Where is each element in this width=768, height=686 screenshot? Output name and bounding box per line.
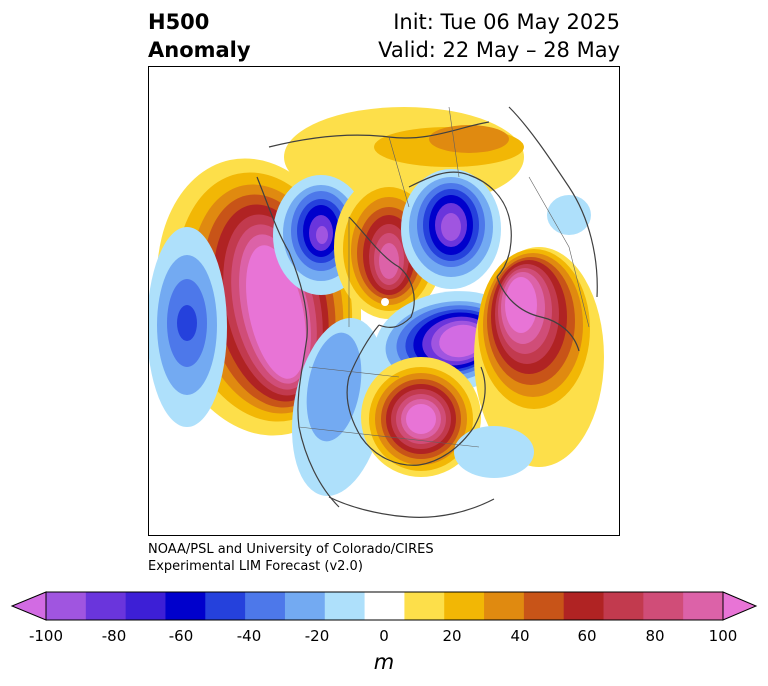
colorbar-segment <box>165 592 206 620</box>
init-date: Init: Tue 06 May 2025 <box>393 10 620 34</box>
colorbar-tick: -80 <box>101 627 127 645</box>
anomaly-europe-negative <box>454 195 591 478</box>
coastlines <box>256 106 598 518</box>
colorbar-arrow-left <box>10 591 47 621</box>
colorbar-segment <box>563 592 605 620</box>
colorbar-segment <box>125 592 166 620</box>
anomaly-western-us-negative <box>292 318 386 496</box>
anomaly-map <box>148 66 620 536</box>
colorbar-segment <box>364 592 405 620</box>
colorbar <box>10 591 758 621</box>
colorbar-segment <box>603 592 644 620</box>
map-title: H500 Anomaly <box>148 8 251 64</box>
colorbar-segment <box>245 592 286 620</box>
political-borders <box>298 106 590 448</box>
forecast-dates: Init: Tue 06 May 2025 Valid: 22 May – 28… <box>378 8 620 64</box>
colorbar-tick: 100 <box>708 627 738 645</box>
anomaly-nw-canada-negative <box>273 175 369 295</box>
colorbar-segment <box>484 592 525 620</box>
colorbar-segment <box>284 592 326 620</box>
colorbar-segment <box>324 592 366 620</box>
colorbar-tick: 40 <box>510 627 530 645</box>
colorbar-tick: 60 <box>577 627 597 645</box>
colorbar-unit: m <box>373 650 395 674</box>
colorbar-segment <box>444 592 485 620</box>
pole-marker <box>381 298 389 306</box>
anomaly-greenland-positive <box>361 357 481 477</box>
colorbar-tick: 80 <box>645 627 665 645</box>
colorbar-frame <box>45 591 724 621</box>
colorbar-tick: -20 <box>304 627 330 645</box>
credits: NOAA/PSL and University of Colorado/CIRE… <box>148 541 434 575</box>
valid-range: Valid: 22 May – 28 May <box>378 38 620 62</box>
credit-line-1: NOAA/PSL and University of Colorado/CIRE… <box>148 542 434 557</box>
colorbar-segment <box>683 592 724 620</box>
colorbar-segment <box>85 592 127 620</box>
title-type: Anomaly <box>148 38 251 62</box>
colorbar-segment <box>205 592 246 620</box>
credit-line-2: Experimental LIM Forecast (v2.0) <box>148 559 363 574</box>
anomaly-baffin-negative <box>401 169 501 289</box>
colorbar-segment <box>404 592 445 620</box>
colorbar-arrow-right <box>722 591 758 621</box>
colorbar-segment <box>523 592 565 620</box>
anomaly-pacific-negative <box>149 227 227 427</box>
colorbar-segment <box>46 592 87 620</box>
colorbar-tick: -100 <box>28 627 64 645</box>
colorbar-tick: -60 <box>168 627 194 645</box>
anomaly-east-positive <box>474 247 604 467</box>
title-variable: H500 <box>148 10 210 34</box>
colorbar-tick: -40 <box>236 627 262 645</box>
colorbar-tick: 0 <box>379 627 389 645</box>
colorbar-segment <box>643 592 684 620</box>
colorbar-tick: 20 <box>442 627 462 645</box>
